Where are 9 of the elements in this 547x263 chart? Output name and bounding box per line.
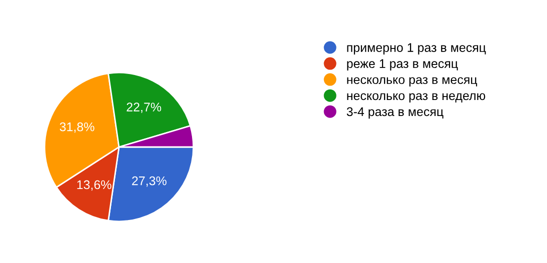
data-label: 31,8% (60, 122, 94, 133)
legend-label: реже 1 раз в месяц (347, 59, 458, 70)
data-label: 22,7% (126, 102, 162, 113)
legend-label: несколько раз в месяц (347, 77, 478, 87)
data-label: 27,3% (132, 176, 166, 187)
legend-label: 3-4 раза в месяц (346, 107, 444, 119)
data-label: 13,6% (77, 180, 112, 191)
legend-label: примерно 1 раз в месяц (347, 43, 486, 54)
legend-label: несколько раз в неделю (347, 93, 486, 103)
